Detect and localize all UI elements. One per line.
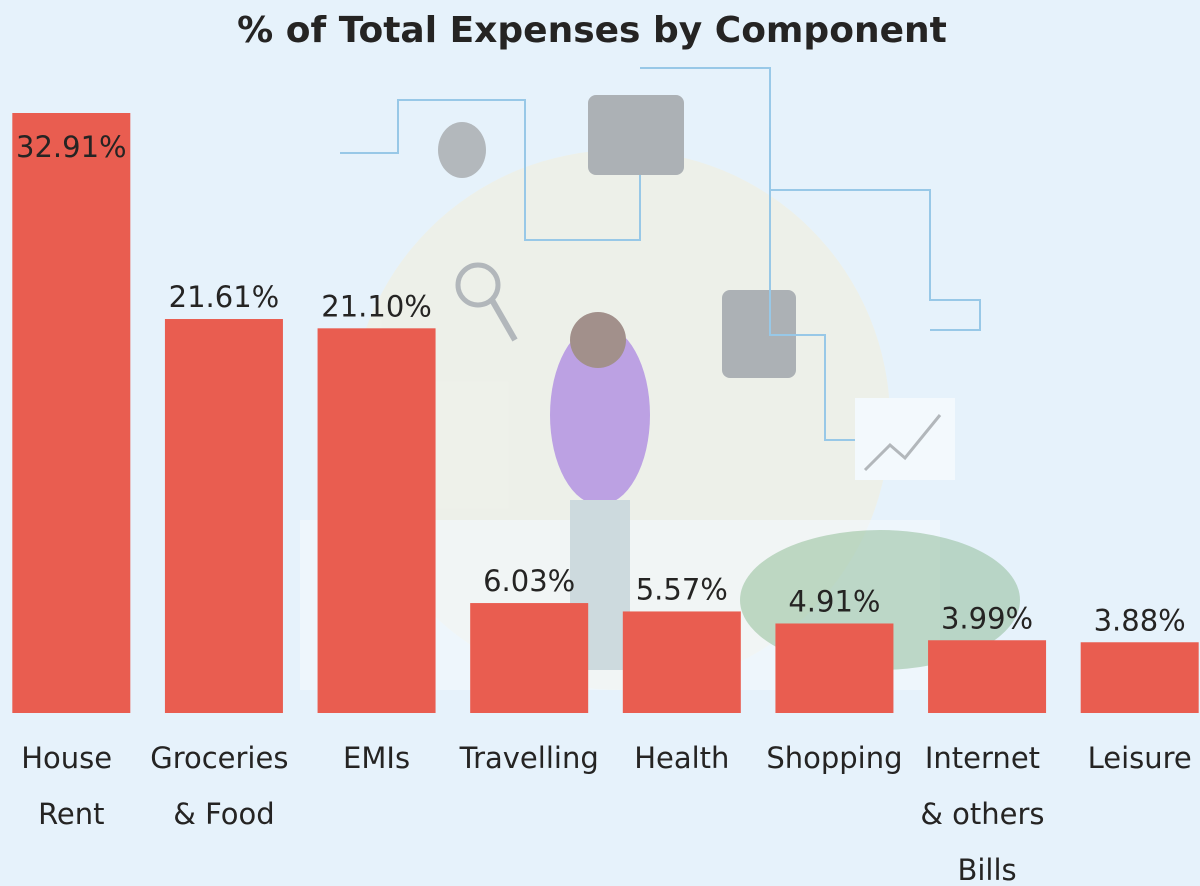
bar — [775, 623, 894, 713]
value-label: 4.91% — [788, 584, 880, 618]
value-label: 6.03% — [483, 564, 575, 598]
x-tick-label: Internet & others Bills — [920, 741, 1053, 886]
x-tick-label: Shopping — [766, 741, 902, 775]
x-tick-label: Travelling — [459, 741, 599, 775]
bar — [622, 611, 741, 713]
value-label: 3.99% — [941, 601, 1033, 635]
x-tick-label: Health — [634, 741, 729, 775]
value-label: 21.10% — [321, 289, 432, 323]
bar — [164, 319, 283, 713]
bar — [1080, 642, 1199, 713]
x-tick-label: Groceries & Food — [150, 741, 297, 831]
bar — [928, 640, 1047, 713]
value-label: 32.91% — [16, 130, 127, 164]
value-label: 3.88% — [1094, 603, 1186, 637]
bar — [12, 113, 131, 713]
x-tick-label: EMIs — [343, 741, 410, 775]
bar — [470, 603, 589, 713]
x-tick-label: House Rent — [21, 741, 121, 831]
x-tick-label: Leisure — [1088, 741, 1192, 775]
value-label: 21.61% — [169, 280, 280, 314]
chart-title: % of Total Expenses by Component — [237, 10, 947, 51]
bar — [317, 328, 436, 713]
value-label: 5.57% — [636, 572, 728, 606]
